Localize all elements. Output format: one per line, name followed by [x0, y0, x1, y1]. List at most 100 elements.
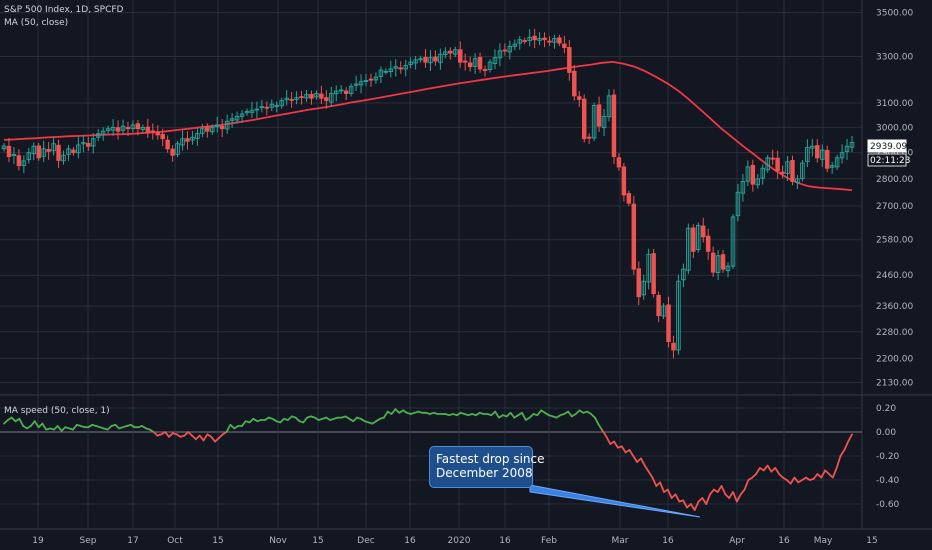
candle [1, 143, 7, 152]
candle [140, 124, 146, 133]
candle [160, 128, 165, 147]
candle [408, 57, 413, 69]
ma-speed-segment [72, 423, 78, 431]
candle [239, 110, 245, 123]
ma-speed-segment [843, 440, 850, 451]
candle [185, 131, 190, 150]
ma-speed-segment [241, 420, 247, 427]
candle [46, 142, 51, 160]
candle [190, 130, 195, 145]
ma-speed-segment [302, 416, 309, 424]
symbol-title: S&P 500 Index, 1D, SPCFD [4, 5, 124, 15]
candle [482, 65, 488, 77]
candle [453, 46, 458, 58]
price-tag-countdown: 02:11:23 [870, 156, 910, 166]
ma-speed-segment [601, 429, 608, 438]
candle [656, 291, 661, 323]
ma-speed-segment [198, 434, 205, 442]
candle [205, 123, 210, 138]
candle [170, 145, 175, 162]
candle [820, 144, 825, 167]
candle [790, 155, 795, 186]
price-tick-label: 2460.00 [876, 271, 913, 281]
candle [234, 111, 240, 124]
ma-speed-segment [56, 425, 63, 432]
candle [686, 223, 691, 275]
candle [6, 138, 12, 163]
candle [165, 135, 170, 153]
candle [393, 59, 399, 77]
candle [462, 53, 468, 71]
ma-speed-segment [536, 409, 543, 417]
time-tick-label: 16 [499, 536, 511, 546]
candle [155, 125, 160, 140]
candle [319, 85, 324, 104]
candle [829, 161, 835, 174]
price-tick-label: 2700.00 [876, 202, 913, 212]
time-tick-label: Sep [80, 536, 97, 546]
candle [815, 139, 820, 163]
indicator-tick-label: -0.60 [876, 500, 900, 510]
candle [696, 222, 701, 253]
ma-speed-segment [605, 435, 612, 445]
candle [269, 99, 275, 112]
candle [309, 90, 314, 105]
candle [348, 83, 354, 97]
ma-line-layer [3, 60, 853, 191]
candle [666, 296, 671, 348]
candle [745, 160, 751, 186]
candle [626, 190, 632, 207]
candle [383, 68, 389, 75]
candle [378, 66, 384, 84]
candle [522, 37, 527, 44]
ma-speed-segment [755, 467, 761, 475]
candle [646, 248, 651, 290]
ma-speed-segment [762, 464, 769, 472]
time-tick-label: 15 [212, 536, 223, 546]
candle [512, 39, 518, 51]
candle [418, 55, 423, 63]
candle [36, 143, 41, 161]
candle [324, 90, 329, 110]
ma-speed-segment [820, 469, 827, 479]
candle [795, 174, 800, 190]
candle [125, 121, 131, 137]
indicator-tick-label: -0.40 [876, 476, 900, 486]
time-tick-label: Oct [167, 536, 183, 546]
price-tick-label: 2200.00 [876, 354, 913, 364]
ma-speed-segment [18, 417, 25, 427]
candle [299, 90, 304, 105]
ma-legend-title: MA (50, close) [4, 18, 68, 28]
candle [229, 113, 235, 128]
candle [715, 250, 721, 281]
ma-speed-segment [732, 491, 738, 503]
ma-speed-segment [689, 503, 696, 511]
ma-speed-segment [210, 435, 216, 443]
candle [517, 35, 522, 50]
candle [780, 165, 785, 179]
price-tag-value: 2939.09 [870, 142, 907, 152]
ma-speed-segment [620, 445, 627, 454]
ma-speed-segment [793, 476, 800, 484]
ma-speed-segment [164, 431, 170, 438]
price-tick-label: 3100.00 [876, 99, 913, 109]
candle [755, 174, 761, 189]
ma-speed-segment [674, 493, 681, 503]
candle [373, 72, 379, 84]
candle [413, 55, 418, 70]
candle [567, 40, 572, 81]
candle [224, 114, 230, 134]
candle [353, 75, 359, 91]
candle [735, 183, 741, 222]
candle [41, 140, 46, 162]
candle [304, 89, 309, 102]
time-tick-label: 16 [662, 536, 674, 546]
ma-speed-segment [774, 467, 780, 475]
candle [145, 118, 151, 139]
time-tick-label: Apr [729, 536, 745, 546]
ma-speed-segment [720, 485, 727, 496]
candle [611, 89, 617, 165]
candle [616, 153, 622, 171]
price-tick-label: 2580.00 [876, 236, 913, 246]
ma-speed-segment [789, 476, 796, 485]
